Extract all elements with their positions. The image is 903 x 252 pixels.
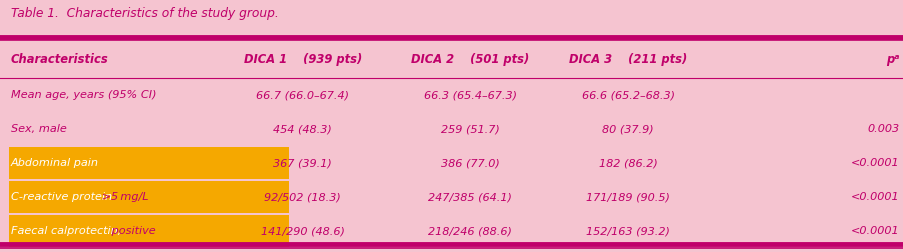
FancyBboxPatch shape [9, 181, 289, 213]
Text: 66.6 (65.2–68.3): 66.6 (65.2–68.3) [582, 90, 674, 100]
Text: Sex, male: Sex, male [11, 124, 67, 134]
Text: 218/246 (88.6): 218/246 (88.6) [428, 226, 511, 236]
Text: <0.0001: <0.0001 [850, 226, 898, 236]
Text: 0.003: 0.003 [866, 124, 898, 134]
Text: 92/502 (18.3): 92/502 (18.3) [265, 192, 340, 202]
FancyBboxPatch shape [9, 215, 289, 247]
Text: 247/385 (64.1): 247/385 (64.1) [428, 192, 511, 202]
Text: C-reactive protein: C-reactive protein [11, 192, 112, 202]
Text: Mean age, years (95% CI): Mean age, years (95% CI) [11, 90, 156, 100]
Text: Characteristics: Characteristics [11, 53, 108, 66]
Text: positive: positive [107, 226, 155, 236]
Text: 367 (39.1): 367 (39.1) [274, 158, 331, 168]
Text: DICA 3    (211 pts): DICA 3 (211 pts) [569, 53, 686, 66]
Text: 141/290 (48.6): 141/290 (48.6) [261, 226, 344, 236]
Text: <0.0001: <0.0001 [850, 192, 898, 202]
Text: Abdominal pain: Abdominal pain [11, 158, 98, 168]
FancyBboxPatch shape [9, 147, 289, 179]
Text: Table 1.  Characteristics of the study group.: Table 1. Characteristics of the study gr… [11, 7, 278, 20]
Text: >5 mg/L: >5 mg/L [98, 192, 148, 202]
Text: 66.3 (65.4–67.3): 66.3 (65.4–67.3) [424, 90, 516, 100]
Text: 454 (48.3): 454 (48.3) [274, 124, 331, 134]
Text: 66.7 (66.0–67.4): 66.7 (66.0–67.4) [256, 90, 349, 100]
Text: 386 (77.0): 386 (77.0) [441, 158, 498, 168]
Text: 152/163 (93.2): 152/163 (93.2) [586, 226, 669, 236]
Text: pᵃ: pᵃ [885, 53, 898, 66]
Text: 259 (51.7): 259 (51.7) [441, 124, 498, 134]
Text: DICA 2    (501 pts): DICA 2 (501 pts) [411, 53, 528, 66]
Text: 80 (37.9): 80 (37.9) [601, 124, 654, 134]
Text: Faecal calprotectin,: Faecal calprotectin, [11, 226, 121, 236]
Text: 182 (86.2): 182 (86.2) [599, 158, 656, 168]
Text: 171/189 (90.5): 171/189 (90.5) [586, 192, 669, 202]
Text: DICA 1    (939 pts): DICA 1 (939 pts) [244, 53, 361, 66]
Text: <0.0001: <0.0001 [850, 158, 898, 168]
